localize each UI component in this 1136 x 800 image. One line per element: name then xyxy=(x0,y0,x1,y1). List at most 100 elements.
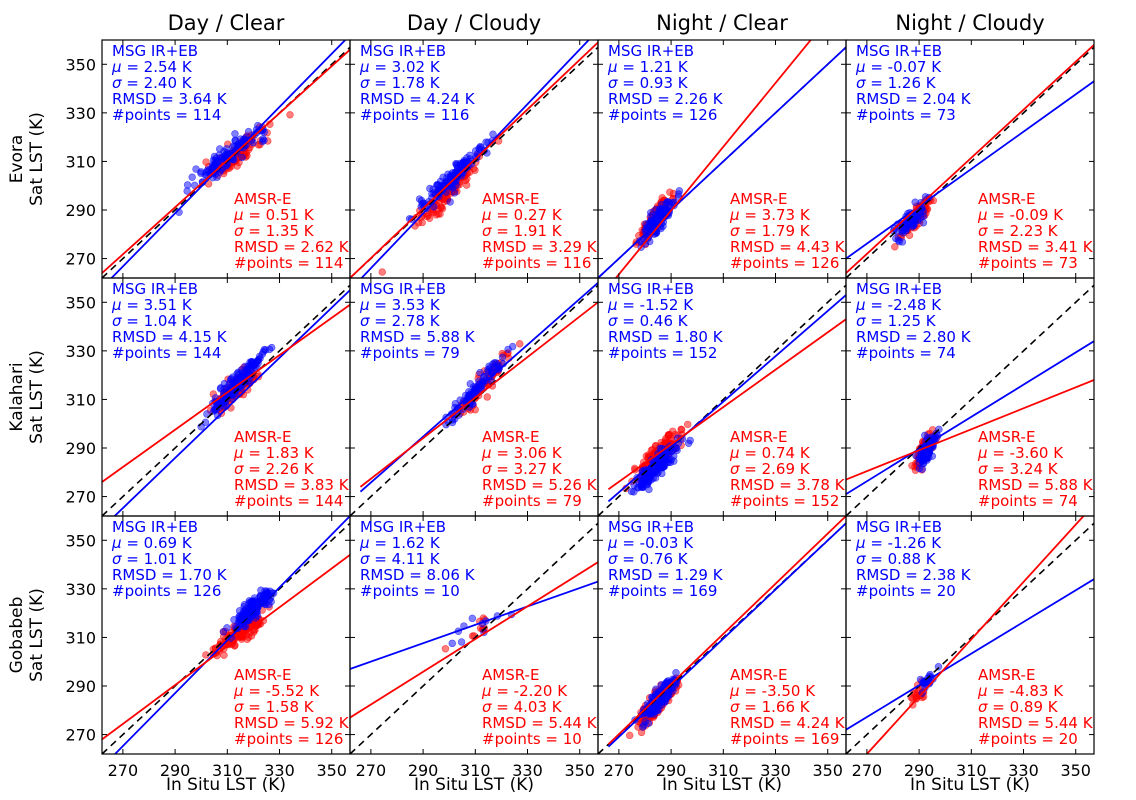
points-label: #points = 126 xyxy=(608,106,717,124)
rmsd-label: RMSD = 5.44 K xyxy=(482,714,598,732)
mu-label: μ = 0.51 K xyxy=(233,206,315,224)
mu-label: μ = 1.62 K xyxy=(359,534,441,552)
identity-line xyxy=(350,522,598,754)
msg-point xyxy=(220,147,228,156)
sigma-label: σ = 3.24 K xyxy=(978,460,1059,478)
rmsd-label: RMSD = 4.43 K xyxy=(730,238,846,256)
mu-label: μ = 0.69 K xyxy=(111,534,193,552)
y-tick-label: 270 xyxy=(65,250,96,269)
mu-label: μ = -1.52 K xyxy=(607,296,694,314)
x-tick-label: 290 xyxy=(160,761,191,780)
msg-point xyxy=(217,384,225,392)
mu-label: μ = 3.51 K xyxy=(111,296,193,314)
identity-line xyxy=(846,46,1094,278)
series-name-label: MSG IR+EB xyxy=(856,280,942,298)
amsr-fit-line xyxy=(350,561,598,719)
panels: 270 290 310 330 350 MSG IR+EBμ = 2.54 Kσ = 2.… xyxy=(65,39,1095,780)
series-name-label: AMSR-E xyxy=(234,666,291,684)
rmsd-label: RMSD = 5.88 K xyxy=(360,328,476,346)
points-label: #points = 169 xyxy=(608,582,717,600)
msg-point xyxy=(252,601,260,609)
msg-point xyxy=(468,614,477,623)
rmsd-label: RMSD = 5.88 K xyxy=(978,476,1094,494)
column-title: Day / Clear xyxy=(168,11,285,35)
msg-point xyxy=(428,190,436,198)
column-title: Day / Cloudy xyxy=(407,11,541,35)
points-label: #points = 126 xyxy=(112,582,221,600)
msg-point xyxy=(902,220,911,229)
mu-label: μ = -3.60 K xyxy=(977,444,1064,462)
x-tick-label: 290 xyxy=(408,761,439,780)
identity-line xyxy=(350,284,598,516)
plot-area xyxy=(598,516,846,754)
series-name-label: AMSR-E xyxy=(730,666,787,684)
msg-point xyxy=(244,127,253,136)
mu-label: μ = -0.07 K xyxy=(855,58,942,76)
points-label: #points = 114 xyxy=(234,254,343,272)
amsr-point xyxy=(286,111,294,119)
mu-label: μ = 3.06 K xyxy=(481,444,563,462)
msg-point xyxy=(249,138,257,147)
msg-point xyxy=(675,190,683,198)
msg-point xyxy=(902,227,910,235)
amsr-point xyxy=(471,166,479,174)
amsr-fit-line xyxy=(102,303,350,483)
sigma-label: σ = 0.93 K xyxy=(608,74,689,92)
points-label: #points = 20 xyxy=(856,582,956,600)
series-name-label: MSG IR+EB xyxy=(608,42,694,60)
points-label: #points = 144 xyxy=(112,344,221,362)
series-name-label: MSG IR+EB xyxy=(608,518,694,536)
y-tick-label: 330 xyxy=(65,104,96,123)
y-tick-label: 310 xyxy=(65,628,96,647)
msg-point xyxy=(238,368,247,376)
msg-point xyxy=(469,383,478,391)
y-tick-label: 290 xyxy=(65,677,96,696)
sigma-label: σ = 2.26 K xyxy=(234,460,315,478)
amsr-fit-line xyxy=(350,41,598,278)
msg-fit-line xyxy=(846,578,1094,731)
msg-point xyxy=(498,353,507,362)
series-name-label: MSG IR+EB xyxy=(360,42,446,60)
x-tick-label: 350 xyxy=(564,761,595,780)
plot-area xyxy=(598,40,846,278)
msg-point xyxy=(450,189,459,197)
msg-fit-line xyxy=(846,340,1094,495)
x-tick-label: 330 xyxy=(512,761,543,780)
points-label: #points = 74 xyxy=(978,492,1078,510)
rmsd-label: RMSD = 4.24 K xyxy=(730,714,846,732)
x-tick-label: 350 xyxy=(812,761,843,780)
identity-line xyxy=(102,522,350,754)
sigma-label: σ = 0.46 K xyxy=(608,312,689,330)
msg-point xyxy=(213,157,222,166)
rmsd-label: RMSD = 5.26 K xyxy=(482,476,598,494)
msg-point xyxy=(508,342,517,351)
msg-point xyxy=(485,362,493,370)
series-name-label: MSG IR+EB xyxy=(112,518,198,536)
scatter-panel: 270 290 310 330 350 MSG IR+EBμ = 2.54 Kσ = 2.… xyxy=(65,39,351,279)
msg-point xyxy=(918,465,927,473)
points-label: #points = 74 xyxy=(856,344,956,362)
amsr-fit-line xyxy=(846,44,1094,274)
series-name-label: AMSR-E xyxy=(978,666,1035,684)
amsr-point xyxy=(516,340,524,348)
column-title: Night / Clear xyxy=(656,11,788,35)
rmsd-label: RMSD = 3.83 K xyxy=(234,476,350,494)
msg-point xyxy=(457,638,466,646)
plot-area xyxy=(846,44,1094,278)
identity-line xyxy=(350,46,598,278)
row-site-label: Kalahari xyxy=(7,362,27,431)
points-label: #points = 10 xyxy=(482,730,582,748)
amsr-point xyxy=(202,158,210,166)
